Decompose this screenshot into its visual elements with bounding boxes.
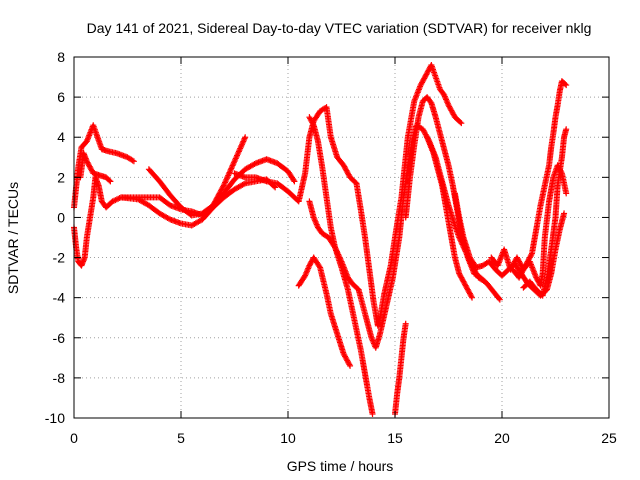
data-point — [291, 178, 298, 185]
x-axis-label: GPS time / hours — [287, 458, 394, 474]
data-point — [290, 177, 297, 184]
y-tick-label: -4 — [53, 290, 66, 306]
series-track-p — [520, 126, 570, 299]
data-point — [469, 294, 476, 301]
data-point — [316, 263, 323, 270]
data-point — [561, 210, 568, 217]
data-point — [495, 295, 502, 302]
x-tick-label: 25 — [601, 430, 617, 446]
data-point — [130, 158, 137, 165]
data-point — [496, 296, 503, 303]
data-point — [562, 81, 569, 88]
series-track-o — [509, 78, 570, 281]
y-tick-label: -6 — [53, 330, 66, 346]
data-point — [220, 183, 227, 190]
data-point — [309, 120, 316, 127]
x-tick-label: 20 — [494, 430, 510, 446]
data-point — [346, 361, 353, 368]
data-point — [457, 119, 464, 126]
series-track-e — [118, 176, 279, 229]
data-point — [129, 157, 136, 164]
y-tick-label: 2 — [57, 169, 65, 185]
y-tick-label: -10 — [45, 410, 65, 426]
x-tick-label: 15 — [387, 430, 403, 446]
data-point — [402, 320, 409, 327]
series-track-c — [77, 150, 114, 185]
data-point — [240, 181, 247, 188]
data-point — [347, 362, 354, 369]
data-point — [528, 251, 535, 258]
data-point — [106, 177, 113, 184]
data-point — [242, 134, 249, 141]
y-tick-label: 6 — [57, 89, 65, 105]
series-track-d — [145, 156, 298, 219]
series-track-k — [402, 94, 503, 303]
series-track-j — [392, 320, 409, 417]
data-point — [251, 161, 258, 168]
data-point — [563, 82, 570, 89]
data-point — [107, 178, 114, 185]
data-point — [165, 215, 172, 222]
series-track-l — [424, 134, 476, 301]
chart-title: Day 141 of 2021, Sidereal Day-to-day VTE… — [87, 20, 592, 36]
y-tick-label: 8 — [57, 49, 65, 65]
y-tick-label: 4 — [57, 129, 65, 145]
data-point — [427, 98, 434, 105]
y-tick-label: -2 — [53, 250, 66, 266]
y-axis-label: SDTVAR / TECUs — [5, 182, 21, 294]
data-point — [563, 190, 570, 197]
y-tick-label: -8 — [53, 370, 66, 386]
data-point — [272, 184, 279, 191]
x-tick-label: 10 — [280, 430, 296, 446]
data-point — [369, 410, 376, 417]
axis-ticks: 0 5 10 15 20 25 -10 -8 -6 -4 -2 0 2 4 6 8 — [45, 49, 617, 446]
plot-frame — [73, 56, 610, 419]
series-track-g — [295, 254, 354, 369]
data-point — [563, 126, 570, 133]
data-point — [468, 293, 475, 300]
y-tick-label: 0 — [57, 209, 65, 225]
data-markers — [71, 62, 570, 417]
data-point — [458, 120, 465, 127]
x-tick-label: 0 — [70, 430, 78, 446]
x-tick-label: 5 — [177, 430, 185, 446]
